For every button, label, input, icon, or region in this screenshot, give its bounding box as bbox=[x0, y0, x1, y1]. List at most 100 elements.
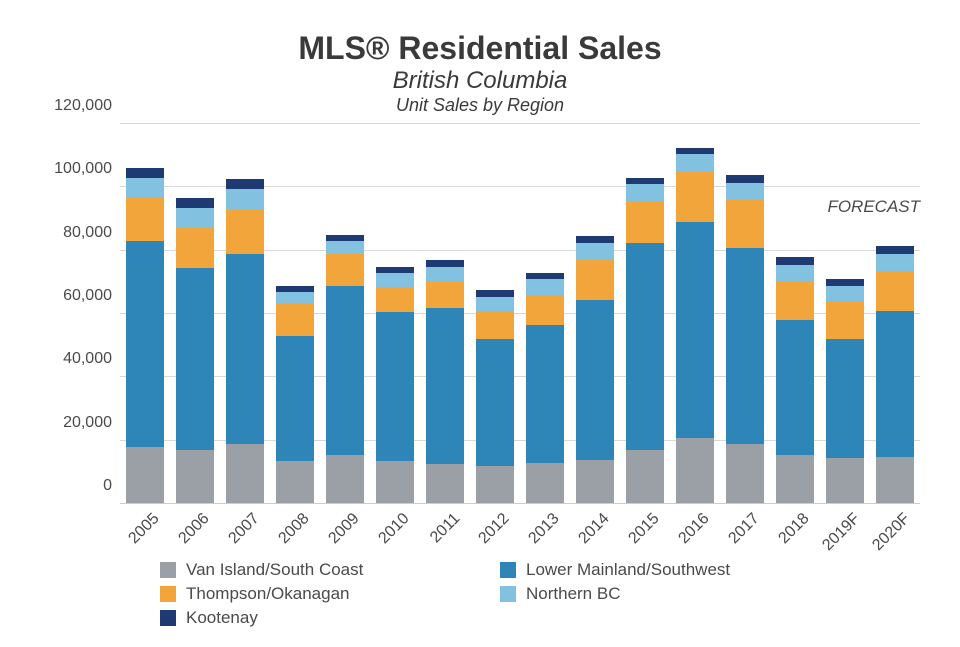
bar bbox=[626, 178, 664, 504]
bar-segment-kootenay bbox=[126, 168, 164, 178]
chart-container: MLS® Residential Sales British Columbia … bbox=[0, 0, 960, 647]
bar-segment-van_island bbox=[126, 447, 164, 504]
y-tick-label: 80,000 bbox=[63, 224, 112, 242]
bar-segment-lower_mainland bbox=[726, 248, 764, 444]
bar-segment-kootenay bbox=[726, 175, 764, 183]
x-tick-label: 2009 bbox=[326, 510, 364, 548]
bar-segment-northern bbox=[876, 254, 914, 271]
bar-segment-northern bbox=[626, 184, 664, 201]
bar bbox=[476, 290, 514, 504]
bar-segment-van_island bbox=[776, 455, 814, 504]
bar-segment-van_island bbox=[426, 464, 464, 504]
x-tick-label: 2015 bbox=[626, 510, 664, 548]
bar-segment-van_island bbox=[226, 444, 264, 504]
legend-swatch bbox=[500, 562, 516, 578]
bar-segment-van_island bbox=[176, 450, 214, 504]
bar-segment-van_island bbox=[276, 461, 314, 504]
bar-segment-thompson bbox=[376, 287, 414, 312]
x-tick-label: 2013 bbox=[526, 510, 564, 548]
bar-segment-lower_mainland bbox=[676, 222, 714, 437]
legend-label: Thompson/Okanagan bbox=[186, 584, 350, 604]
legend-label: Van Island/South Coast bbox=[186, 560, 363, 580]
x-tick-label: 2010 bbox=[376, 510, 414, 548]
bar-segment-van_island bbox=[476, 466, 514, 504]
bar-segment-lower_mainland bbox=[826, 339, 864, 458]
x-tick-label: 2007 bbox=[226, 510, 264, 548]
legend-item: Thompson/Okanagan bbox=[160, 584, 500, 604]
bar-segment-thompson bbox=[476, 311, 514, 340]
bars bbox=[120, 124, 920, 504]
legend-label: Northern BC bbox=[526, 584, 620, 604]
bar bbox=[726, 175, 764, 504]
bar-segment-lower_mainland bbox=[776, 320, 814, 455]
bar bbox=[426, 260, 464, 504]
x-tick-label: 2016 bbox=[676, 510, 714, 548]
bar-segment-kootenay bbox=[776, 257, 814, 265]
bar bbox=[576, 236, 614, 504]
plot-area: FORECAST bbox=[120, 124, 920, 504]
bar-segment-van_island bbox=[326, 455, 364, 504]
legend-item: Kootenay bbox=[160, 608, 500, 628]
legend-label: Kootenay bbox=[186, 608, 258, 628]
bar-segment-van_island bbox=[726, 444, 764, 504]
bar-segment-lower_mainland bbox=[176, 268, 214, 450]
bar bbox=[326, 235, 364, 504]
bar-segment-northern bbox=[376, 273, 414, 287]
bar-segment-kootenay bbox=[876, 246, 914, 254]
bar-segment-northern bbox=[676, 154, 714, 171]
bar-segment-thompson bbox=[776, 282, 814, 320]
legend-swatch bbox=[160, 562, 176, 578]
legend-item: Lower Mainland/Southwest bbox=[500, 560, 840, 580]
bar bbox=[176, 198, 214, 504]
bar-segment-northern bbox=[176, 208, 214, 227]
x-tick-label: 2011 bbox=[427, 510, 464, 547]
bar-segment-northern bbox=[326, 241, 364, 254]
bar-segment-thompson bbox=[426, 281, 464, 308]
x-tick-label: 2006 bbox=[176, 510, 214, 548]
bar-segment-lower_mainland bbox=[126, 241, 164, 447]
bar-segment-van_island bbox=[876, 457, 914, 505]
legend-item: Northern BC bbox=[500, 584, 840, 604]
bar-segment-thompson bbox=[726, 200, 764, 248]
bar-segment-lower_mainland bbox=[326, 286, 364, 455]
bar-segment-kootenay bbox=[226, 179, 264, 189]
bar-segment-thompson bbox=[126, 197, 164, 241]
chart-subtitle: British Columbia bbox=[40, 67, 920, 95]
x-tick-label: 2008 bbox=[276, 510, 314, 548]
bar-segment-northern bbox=[576, 243, 614, 260]
bar bbox=[526, 273, 564, 504]
bar-segment-northern bbox=[826, 286, 864, 302]
legend-item: Van Island/South Coast bbox=[160, 560, 500, 580]
chart-subtitle2: Unit Sales by Region bbox=[40, 95, 920, 116]
bar bbox=[826, 279, 864, 504]
bar bbox=[676, 148, 714, 504]
bar bbox=[126, 168, 164, 504]
x-axis: 2005200620072008200920102011201220132014… bbox=[120, 504, 920, 554]
bar-segment-northern bbox=[126, 178, 164, 197]
bar-segment-thompson bbox=[626, 202, 664, 243]
legend-label: Lower Mainland/Southwest bbox=[526, 560, 730, 580]
bar-segment-van_island bbox=[676, 438, 714, 505]
bar-segment-lower_mainland bbox=[426, 308, 464, 465]
bar-segment-van_island bbox=[376, 461, 414, 504]
bar-segment-lower_mainland bbox=[376, 312, 414, 461]
y-tick-label: 60,000 bbox=[63, 287, 112, 305]
bar-segment-van_island bbox=[826, 458, 864, 504]
y-tick-label: 120,000 bbox=[54, 97, 112, 115]
x-tick-label: 2017 bbox=[726, 510, 764, 548]
bar-segment-northern bbox=[726, 183, 764, 200]
bar-segment-thompson bbox=[826, 301, 864, 339]
bar-segment-lower_mainland bbox=[226, 254, 264, 444]
plot-outer: 020,00040,00060,00080,000100,000120,000 … bbox=[40, 124, 920, 504]
x-tick-label: 2018 bbox=[776, 510, 814, 548]
bar-segment-northern bbox=[476, 297, 514, 311]
legend-swatch bbox=[160, 586, 176, 602]
bar-segment-thompson bbox=[326, 254, 364, 286]
x-tick-label: 2012 bbox=[476, 510, 514, 548]
bar-segment-northern bbox=[426, 267, 464, 281]
y-tick-label: 100,000 bbox=[54, 160, 112, 178]
bar-segment-thompson bbox=[176, 227, 214, 268]
titles: MLS® Residential Sales British Columbia … bbox=[40, 30, 920, 116]
bar-segment-lower_mainland bbox=[576, 300, 614, 460]
x-tick-label: 2005 bbox=[126, 510, 164, 548]
